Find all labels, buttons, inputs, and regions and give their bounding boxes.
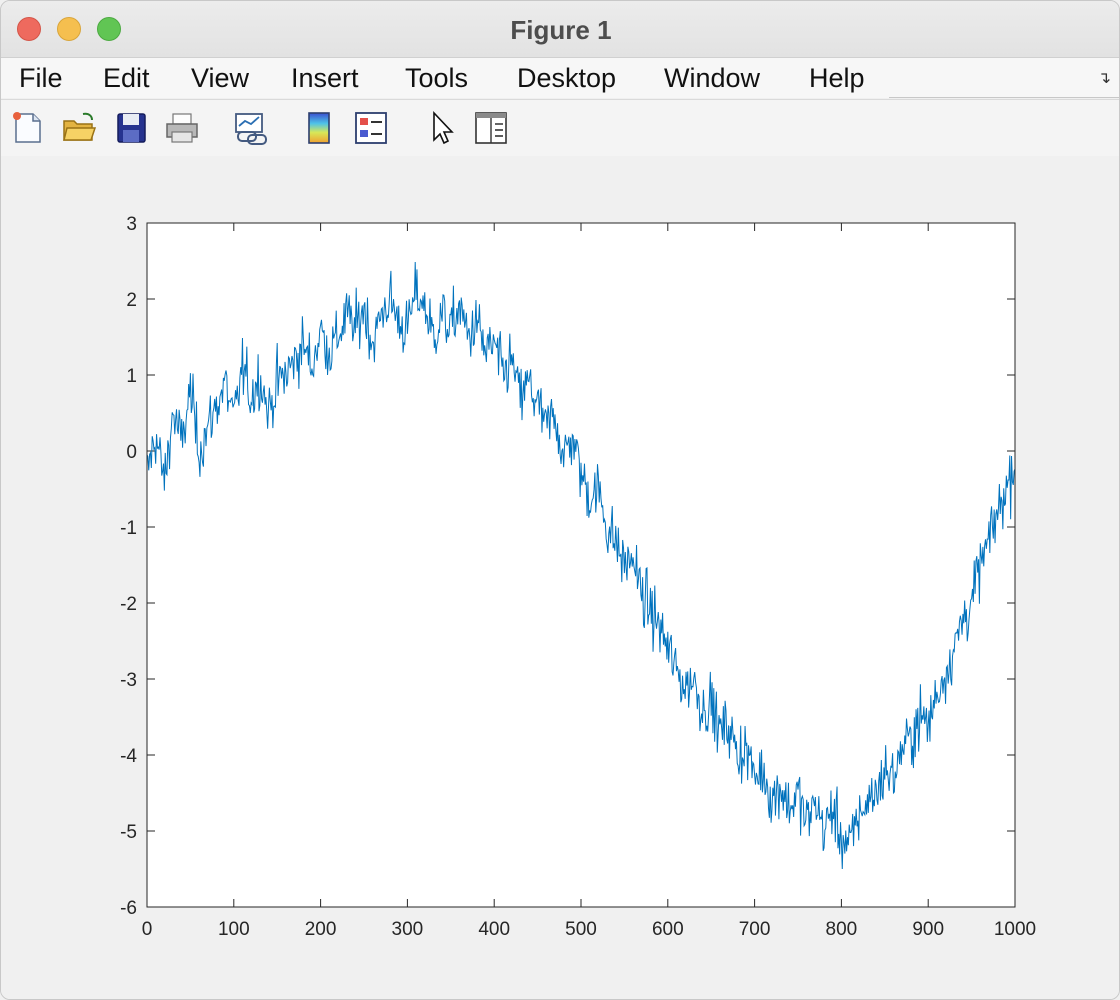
menu-insert[interactable]: Insert bbox=[291, 63, 359, 93]
y-tick-label: 3 bbox=[126, 214, 137, 235]
y-tick-label: 0 bbox=[126, 442, 137, 463]
y-axis: 3 2 1 0 -1 -2 -3 -4 -5 -6 bbox=[120, 214, 1015, 919]
menu-desktop[interactable]: Desktop bbox=[517, 63, 617, 93]
x-tick-label: 200 bbox=[305, 919, 337, 940]
y-tick-label: 1 bbox=[126, 366, 137, 387]
new-figure-icon[interactable] bbox=[9, 110, 45, 146]
x-tick-label: 1000 bbox=[994, 919, 1036, 940]
menu-bar: File Edit View Insert Tools Desktop Wind… bbox=[1, 58, 1119, 98]
x-tick-label: 0 bbox=[142, 919, 153, 940]
minimize-window-button[interactable] bbox=[57, 17, 81, 41]
print-icon[interactable] bbox=[164, 110, 200, 146]
menu-file[interactable]: File bbox=[19, 63, 63, 93]
y-tick-label: -4 bbox=[120, 746, 137, 767]
line-chart: 0 100 200 300 400 500 600 700 800 900 1000 3 2 1 0 -1 -… bbox=[120, 214, 1036, 940]
y-tick-label: -1 bbox=[120, 518, 137, 539]
series-line bbox=[146, 262, 1016, 870]
dock-arrow-icon[interactable]: ↴ bbox=[1097, 70, 1111, 87]
edit-plot-icon[interactable] bbox=[425, 110, 461, 146]
x-tick-label: 600 bbox=[652, 919, 684, 940]
legend-icon[interactable] bbox=[353, 110, 389, 146]
menu-help[interactable]: Help bbox=[809, 63, 865, 93]
maximize-window-button[interactable] bbox=[97, 17, 121, 41]
menu-view[interactable]: View bbox=[191, 63, 250, 93]
window-title: Figure 1 bbox=[510, 15, 612, 45]
title-bar: Figure 1 bbox=[1, 1, 1119, 58]
close-window-button[interactable] bbox=[17, 17, 41, 41]
y-tick-label: -5 bbox=[120, 822, 137, 843]
property-inspector-icon[interactable] bbox=[473, 110, 509, 146]
x-tick-label: 300 bbox=[392, 919, 424, 940]
axes-background bbox=[147, 223, 1015, 907]
x-tick-label: 100 bbox=[218, 919, 250, 940]
y-tick-label: -3 bbox=[120, 670, 137, 691]
link-plot-icon[interactable] bbox=[232, 110, 268, 146]
x-axis: 0 100 200 300 400 500 600 700 800 900 1000 bbox=[142, 223, 1036, 940]
x-tick-label: 800 bbox=[826, 919, 858, 940]
figure-canvas: 0 100 200 300 400 500 600 700 800 900 1000 3 2 1 0 -1 -… bbox=[1, 156, 1119, 999]
menu-divider bbox=[889, 97, 1119, 98]
menu-window[interactable]: Window bbox=[664, 63, 761, 93]
x-tick-label: 400 bbox=[478, 919, 510, 940]
save-icon[interactable] bbox=[113, 110, 149, 146]
x-tick-label: 900 bbox=[912, 919, 944, 940]
y-tick-label: -6 bbox=[120, 898, 137, 919]
colorbar-icon[interactable] bbox=[301, 110, 337, 146]
menu-tools[interactable]: Tools bbox=[405, 63, 469, 93]
menu-edit[interactable]: Edit bbox=[103, 63, 150, 93]
y-tick-label: -2 bbox=[120, 594, 137, 615]
x-tick-label: 700 bbox=[739, 919, 771, 940]
open-file-icon[interactable] bbox=[61, 110, 97, 146]
x-tick-label: 500 bbox=[565, 919, 597, 940]
y-tick-label: 2 bbox=[126, 290, 137, 311]
toolbar bbox=[1, 99, 1119, 157]
axes-border bbox=[146, 222, 1016, 908]
